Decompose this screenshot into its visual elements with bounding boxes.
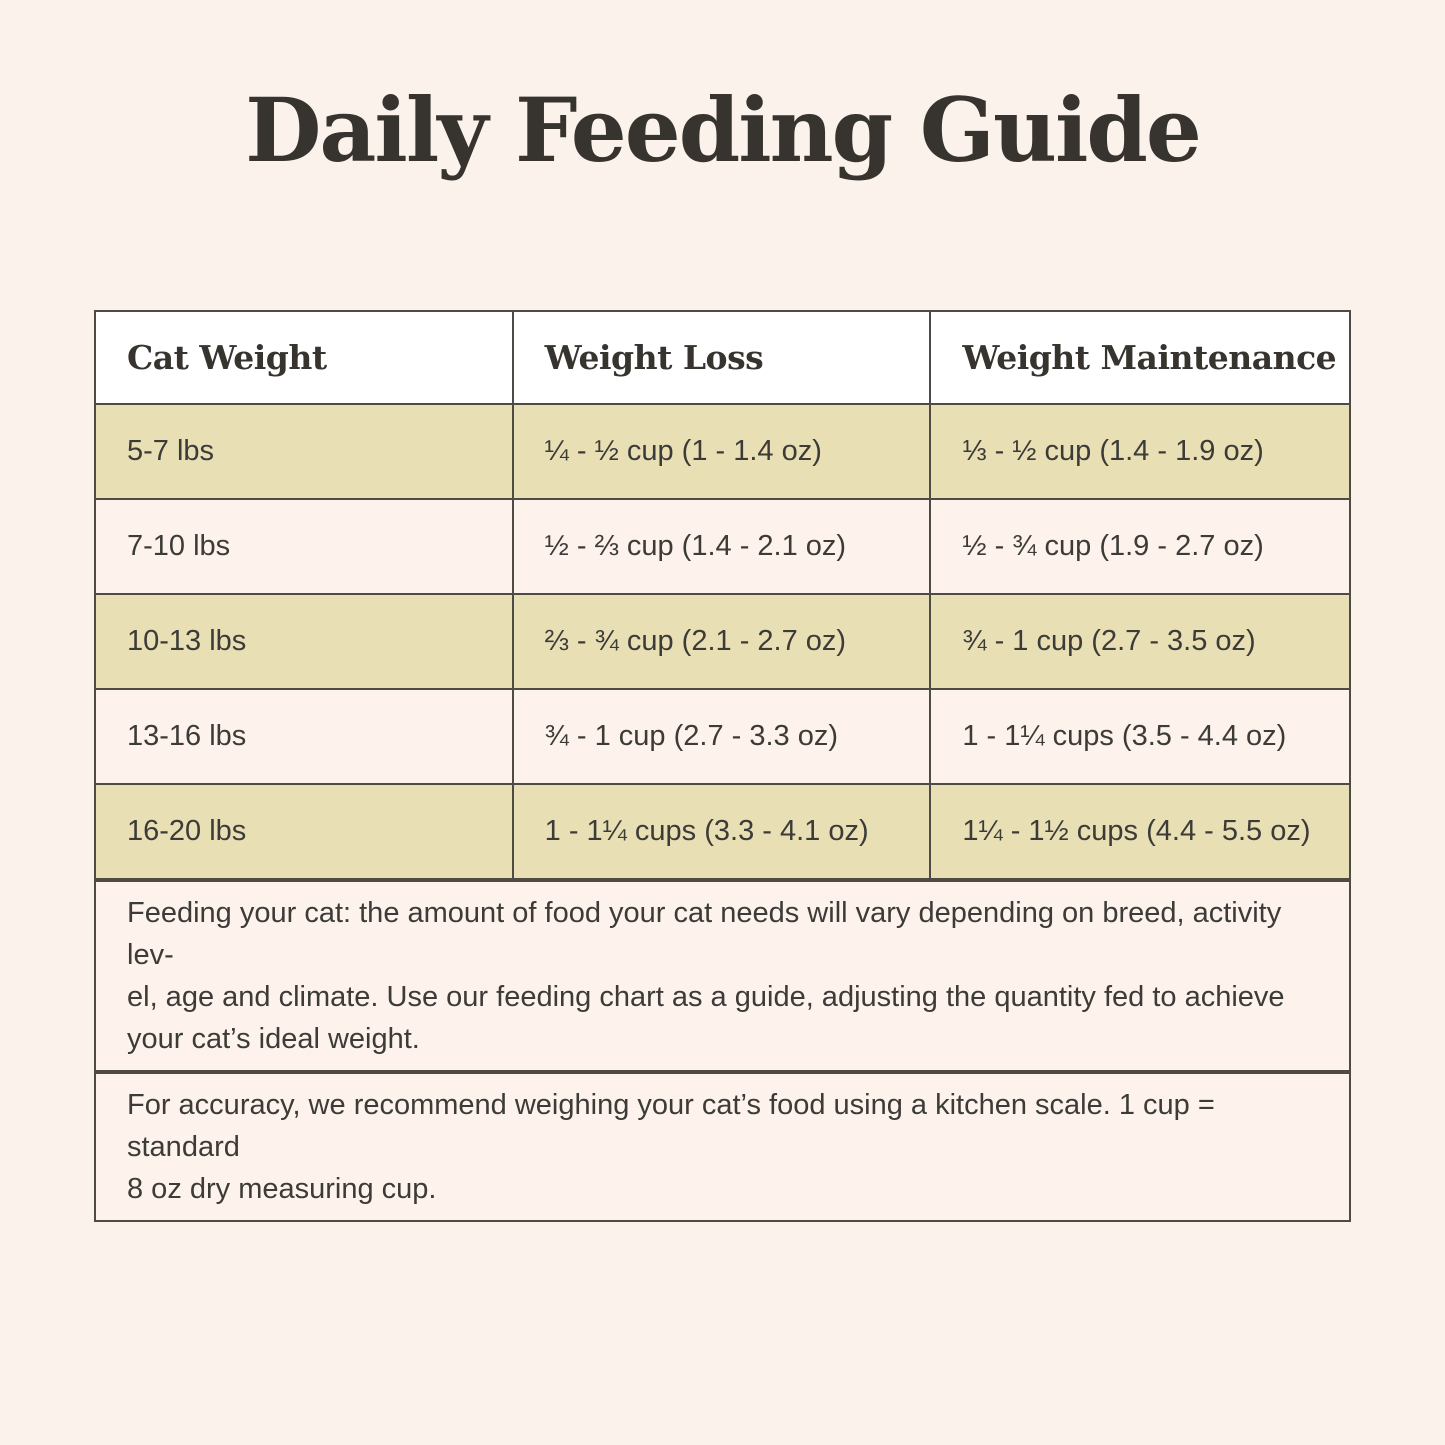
table-header-row: Cat Weight Weight Loss Weight Maintenanc… <box>96 312 1349 403</box>
accuracy-note-text: For accuracy, we recommend weighing your… <box>127 1089 1215 1205</box>
cell-weight-loss: ½ - ⅔ cup (1.4 - 2.1 oz) <box>514 500 932 593</box>
cell-cat-weight: 13-16 lbs <box>96 690 514 783</box>
header-cell-weight-loss: Weight Loss <box>514 312 932 403</box>
cell-weight-maintenance: ⅓ - ½ cup (1.4 - 1.9 oz) <box>962 435 1264 467</box>
cell-cat-weight: 16-20 lbs <box>96 785 514 878</box>
accuracy-note: For accuracy, we recommend weighing your… <box>94 1072 1351 1222</box>
cell-weight-loss: ¼ - ½ cup (1 - 1.4 oz) <box>514 405 932 498</box>
cell-weight-loss: ¾ - 1 cup (2.7 - 3.3 oz) <box>514 690 932 783</box>
feeding-table: Cat Weight Weight Loss Weight Maintenanc… <box>94 310 1351 880</box>
cell-weight-loss: ⅔ - ¾ cup (2.1 - 2.7 oz) <box>514 595 932 688</box>
cell-weight-maintenance: ½ - ¾ cup (1.9 - 2.7 oz) <box>962 530 1264 562</box>
cell-cat-weight: 10-13 lbs <box>96 595 514 688</box>
cell-weight-loss: 1 - 1¼ cups (3.3 - 4.1 oz) <box>514 785 932 878</box>
feeding-note-text: Feeding your cat: the amount of food you… <box>127 897 1285 1055</box>
table-row: 7-10 lbs ½ - ⅔ cup (1.4 - 2.1 oz) ½ - ¾ … <box>96 498 1349 593</box>
header-cell-cat-weight: Cat Weight <box>96 312 514 403</box>
cell-weight-maintenance: ¾ - 1 cup (2.7 - 3.5 oz) <box>962 625 1256 657</box>
cell-weight-maintenance: 1 - 1¼ cups (3.5 - 4.4 oz) <box>962 720 1287 752</box>
header-cell-weight-maintenance: Weight Maintenance <box>962 338 1337 377</box>
page-title: Daily Feeding Guide <box>245 78 1202 182</box>
table-row: 5-7 lbs ¼ - ½ cup (1 - 1.4 oz) ⅓ - ½ cup… <box>96 403 1349 498</box>
feeding-guide: Cat Weight Weight Loss Weight Maintenanc… <box>94 310 1351 1222</box>
cell-cat-weight: 7-10 lbs <box>96 500 514 593</box>
table-row: 10-13 lbs ⅔ - ¾ cup (2.1 - 2.7 oz) ¾ - 1… <box>96 593 1349 688</box>
table-row: 16-20 lbs 1 - 1¼ cups (3.3 - 4.1 oz) 1¼ … <box>96 783 1349 878</box>
table-row: 13-16 lbs ¾ - 1 cup (2.7 - 3.3 oz) 1 - 1… <box>96 688 1349 783</box>
cell-cat-weight: 5-7 lbs <box>96 405 514 498</box>
feeding-note: Feeding your cat: the amount of food you… <box>94 880 1351 1072</box>
cell-weight-maintenance: 1¼ - 1½ cups (4.4 - 5.5 oz) <box>962 815 1311 847</box>
